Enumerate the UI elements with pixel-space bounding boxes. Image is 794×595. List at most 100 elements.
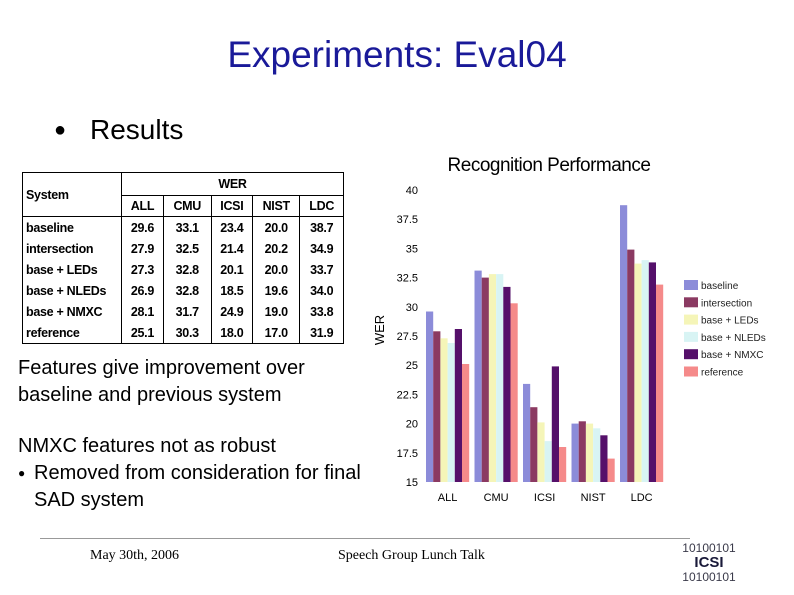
- legend-swatch: [684, 280, 698, 290]
- results-heading: Results: [90, 114, 184, 145]
- bar: [426, 311, 434, 482]
- table-cell: 20.2: [252, 238, 300, 260]
- x-axis-labels: ALL CMU ICSI NIST LDC: [438, 492, 653, 504]
- legend-swatch: [684, 331, 698, 342]
- bar: [530, 407, 538, 482]
- x-tick-label: LDC: [631, 492, 653, 504]
- y-tick-label: 17.5: [397, 448, 418, 460]
- table-cell: 20.1: [210, 259, 253, 281]
- bar: [537, 422, 545, 482]
- system-header: System: [23, 173, 122, 217]
- y-tick-label: 15: [406, 477, 418, 489]
- note-nmxc-line2: Removed from consideration for final SAD…: [34, 462, 361, 511]
- table-cell: 19.6: [252, 280, 300, 302]
- note-nmxc: NMXC features not as robust ● Removed fr…: [18, 433, 378, 514]
- legend-label: base + NLEDs: [701, 333, 766, 344]
- col-header: CMU: [162, 195, 212, 217]
- table-cell: 17.0: [252, 322, 300, 343]
- table-cell: 18.5: [210, 280, 253, 302]
- table-cell: 30.3: [162, 322, 212, 343]
- sub-bullet-item: ● Removed from consideration for final S…: [18, 460, 378, 514]
- y-tick-label: 35: [406, 243, 418, 255]
- table-cell: 20.0: [252, 259, 300, 281]
- bar: [571, 423, 579, 482]
- bar: [523, 383, 531, 482]
- recognition-performance-chart: Recognition Performance WER 40 37.5 35 32.5…: [372, 155, 766, 504]
- bar-series: [426, 205, 664, 482]
- bar: [641, 260, 649, 482]
- table-cell: 26.9: [121, 280, 164, 302]
- icsi-logo: 10100101 ICSI 10100101: [682, 541, 736, 584]
- x-tick-label: ALL: [438, 492, 458, 504]
- table-cell: 32.8: [162, 280, 212, 302]
- bar: [510, 303, 518, 482]
- x-tick-label: NIST: [581, 492, 606, 504]
- bar: [559, 447, 567, 482]
- table-cell: 34.9: [299, 238, 343, 260]
- bar: [585, 423, 594, 482]
- legend-swatch: [684, 314, 698, 325]
- table-cell: 34.0: [299, 280, 343, 302]
- y-tick-label: 32.5: [397, 273, 418, 285]
- bar: [454, 329, 462, 482]
- svg-text:10100101: 10100101: [682, 570, 736, 584]
- row-label: base + NLEDs: [26, 283, 107, 298]
- footer-talk-title: Speech Group Lunch Talk: [338, 548, 485, 563]
- table-row: baseline 29.6 33.1 23.4 20.0 38.7: [23, 216, 343, 239]
- note-improvement: Features give improvement over baseline …: [18, 357, 305, 406]
- row-label: intersection: [26, 241, 94, 256]
- bar: [462, 364, 470, 482]
- table-row: reference 25.1 30.3 18.0 17.0 31.9: [23, 322, 343, 343]
- bar: [447, 343, 455, 482]
- col-header: ICSI: [210, 195, 253, 217]
- row-label: reference: [26, 325, 80, 340]
- legend-label: base + LEDs: [701, 316, 759, 327]
- svg-text:ICSI: ICSI: [694, 554, 723, 571]
- table-cell: 38.7: [299, 216, 343, 239]
- bar: [648, 262, 656, 482]
- legend-label: baseline: [701, 281, 739, 292]
- bar: [593, 428, 601, 482]
- table-cell: 33.1: [162, 216, 212, 239]
- legend: baseline intersection base + LEDs base + NL…: [684, 280, 766, 379]
- legend-label: intersection: [701, 298, 752, 309]
- table-cell: 29.6: [121, 216, 164, 239]
- legend-label: base + NMXC: [701, 350, 764, 361]
- table-cell: 33.8: [299, 301, 343, 322]
- x-tick-label: CMU: [484, 492, 509, 504]
- slide-title: Experiments: Eval04: [227, 34, 567, 75]
- table-cell: 21.4: [210, 238, 253, 260]
- y-tick-label: 40: [406, 185, 418, 197]
- table-cell: 27.9: [121, 238, 164, 260]
- footer-divider: [40, 538, 690, 539]
- bar: [544, 441, 552, 482]
- table-cell: 20.0: [252, 216, 300, 239]
- table-cell: 32.8: [162, 259, 212, 281]
- bar: [496, 274, 504, 482]
- footer-date: May 30th, 2006: [90, 548, 180, 563]
- table-cell: 19.0: [252, 301, 300, 322]
- svg-text:10100101: 10100101: [682, 541, 736, 555]
- bar: [503, 286, 511, 482]
- bar: [551, 366, 559, 482]
- y-axis-ticks: 40 37.5 35 32.5 30 27.5 25 22.5 20 17.5 15: [397, 185, 418, 489]
- legend-swatch: [684, 366, 698, 377]
- bar: [488, 274, 497, 482]
- y-axis-label: WER: [372, 315, 387, 345]
- legend-swatch: [684, 349, 698, 360]
- table-cell: 28.1: [121, 301, 164, 322]
- row-label: baseline: [26, 220, 74, 235]
- bar: [634, 263, 642, 482]
- bar: [620, 205, 628, 482]
- wer-header: WER: [121, 173, 343, 196]
- row-label: base + LEDs: [26, 262, 98, 277]
- table-cell: 23.4: [210, 216, 253, 239]
- col-header: ALL: [121, 195, 164, 217]
- wer-table: System WER ALL CMU ICSI NIST LDC baselin…: [22, 172, 344, 344]
- table-cell: 24.9: [210, 301, 253, 322]
- bar: [481, 277, 489, 482]
- bar: [433, 331, 441, 482]
- y-tick-label: 27.5: [397, 331, 418, 343]
- y-tick-label: 25: [406, 360, 418, 372]
- note-nmxc-line1: NMXC features not as robust: [18, 435, 276, 457]
